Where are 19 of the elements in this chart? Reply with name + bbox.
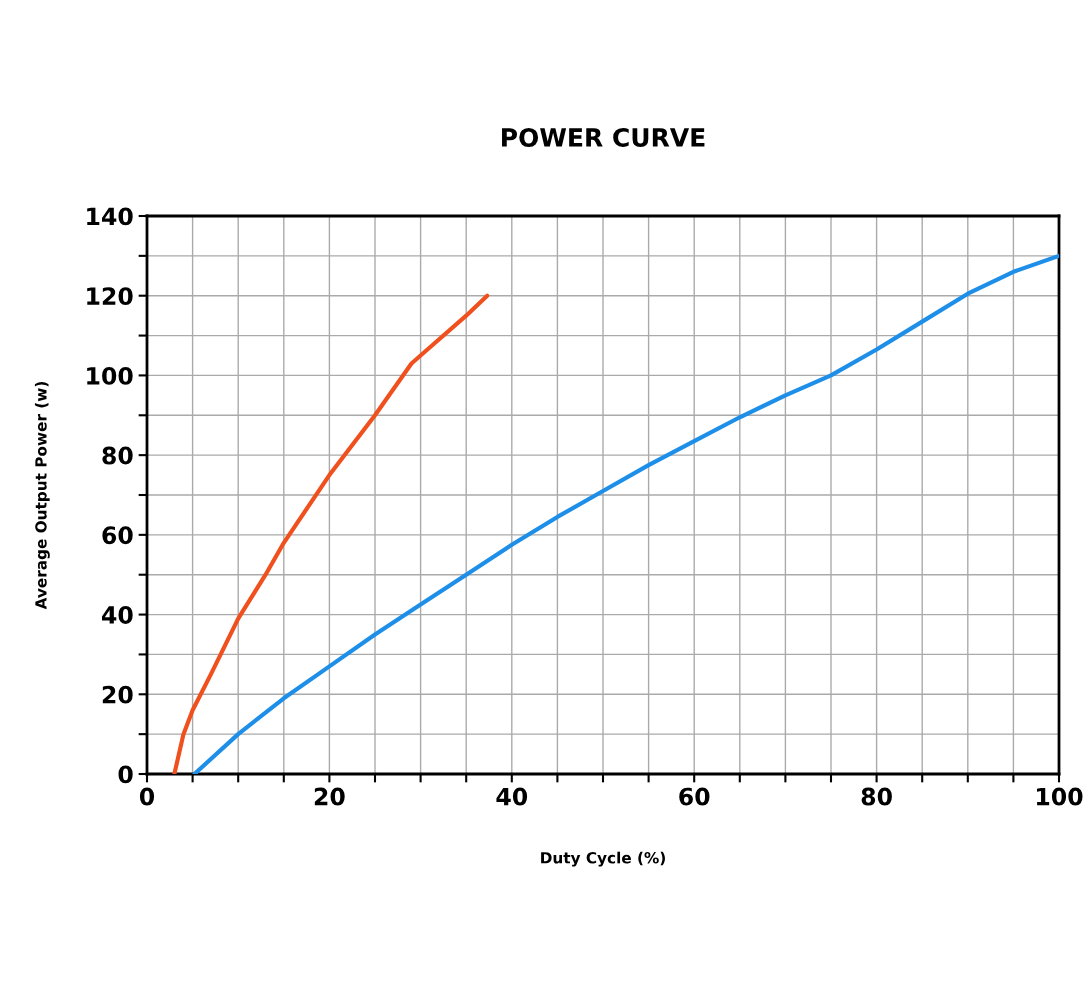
x-tick-label: 60	[679, 787, 710, 806]
y-tick-label: 100	[87, 366, 133, 385]
y-axis-title: Average Output Power (w)	[34, 381, 50, 610]
line-series	[172, 293, 490, 774]
x-tick-label: 40	[496, 787, 528, 806]
line-series	[192, 253, 1059, 774]
x-tick-label: 100	[1037, 787, 1083, 806]
x-tick-label: 80	[861, 787, 892, 806]
y-tick-label: 40	[102, 606, 133, 624]
x-tick-label: 20	[314, 787, 345, 806]
y-tick-label: 140	[87, 207, 133, 226]
x-axis-title: Duty Cycle (%)	[541, 851, 665, 867]
y-tick-label: 60	[102, 526, 133, 545]
y-tick-label: 80	[102, 446, 133, 465]
y-tick-label: 120	[87, 287, 133, 306]
y-tick-label: 20	[102, 685, 133, 704]
y-tick-label: 0	[118, 765, 133, 784]
chart-title: POWER CURVE	[502, 128, 705, 147]
x-tick-label: 0	[139, 787, 155, 806]
